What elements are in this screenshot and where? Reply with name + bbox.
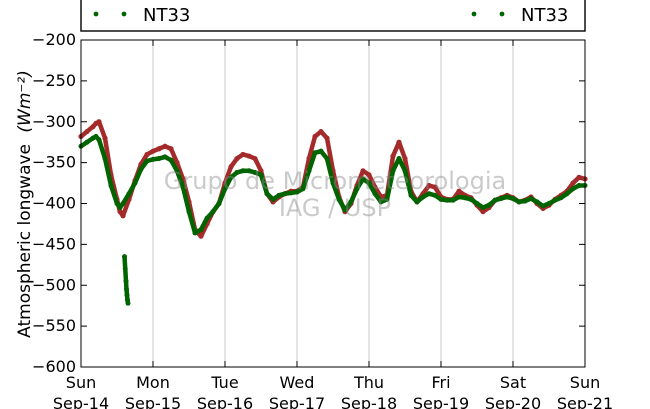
- x-tick-label-date: Sep-15: [125, 394, 181, 409]
- series-2: [78, 133, 588, 306]
- series-trace: [174, 168, 186, 190]
- x-tick-label-day: Tue: [210, 373, 238, 392]
- watermark-line-2: IAG / USP: [279, 194, 391, 222]
- y-tick-label: −500: [32, 275, 76, 294]
- y-tick-label: −200: [32, 30, 76, 49]
- series-trace: [396, 156, 408, 174]
- y-tick-label: −350: [32, 153, 76, 172]
- series-trace: [96, 137, 108, 161]
- grid-lines: [152, 40, 514, 367]
- series-trace: [132, 166, 144, 186]
- series-trace: [366, 172, 378, 190]
- legend-marker: [121, 11, 127, 17]
- x-tick-label-date: Sep-21: [557, 394, 613, 409]
- y-tick-label: −450: [32, 234, 76, 253]
- series-trace: [102, 156, 114, 188]
- series-trace: [222, 164, 234, 186]
- x-tick-label-day: Sat: [500, 373, 526, 392]
- x-tick-label-date: Sep-16: [197, 394, 253, 409]
- series-trace: [384, 168, 396, 202]
- y-tick-label: −250: [32, 71, 76, 90]
- series-trace: [180, 184, 192, 214]
- y-tick-label: −300: [32, 112, 76, 131]
- axes: Sun Sep-14 Mon Sep-15 Tue Sep-16 Wed Sep-17 Thu S…: [32, 30, 613, 409]
- series-trace: [258, 172, 270, 196]
- series-trace: [306, 150, 318, 174]
- legend-entry-2[interactable]: NT33: [471, 5, 569, 26]
- series-trace: [252, 156, 264, 174]
- series-trace: [396, 139, 408, 161]
- y-tick-label: −400: [32, 194, 76, 213]
- y-tick-label: −600: [32, 357, 76, 376]
- x-tick-label-day: Sun: [570, 373, 600, 392]
- series-trace: [198, 221, 210, 239]
- x-tick-label-day: Thu: [353, 373, 384, 392]
- x-tick-label-day: Wed: [280, 373, 315, 392]
- y-axis-label-text: Atmospheric longwave: [15, 144, 35, 338]
- series-trace: [125, 297, 131, 306]
- legend-label-1: NT33: [143, 5, 190, 26]
- series-trace: [324, 156, 336, 186]
- series-trace: [216, 186, 228, 206]
- series-trace: [120, 197, 132, 219]
- x-tick-label-date: Sep-14: [53, 394, 109, 409]
- x-tick-label-date: Sep-20: [485, 394, 541, 409]
- legend-entry-1[interactable]: NT33: [93, 5, 191, 26]
- legend-marker: [93, 11, 99, 17]
- x-tick-label-date: Sep-17: [269, 394, 325, 409]
- series-trace: [306, 134, 318, 161]
- x-tick-label-day: Fri: [431, 373, 450, 392]
- series-trace: [402, 168, 414, 198]
- series-trace: [300, 168, 312, 192]
- series-trace: [348, 186, 360, 205]
- series-trace: [186, 209, 198, 236]
- legend-marker: [499, 11, 505, 17]
- series-trace: [108, 183, 120, 206]
- y-axis-unit: (Wm⁻²): [15, 70, 35, 132]
- series-trace: [102, 135, 114, 178]
- data-series: [78, 119, 588, 306]
- legend-marker: [471, 11, 477, 17]
- x-tick-label-date: Sep-19: [413, 394, 469, 409]
- x-tick-label-day: Sun: [66, 373, 96, 392]
- watermark: Grupo de Micrometeorologia IAG / USP: [164, 167, 506, 222]
- legend-label-2: NT33: [521, 5, 568, 26]
- y-tick-label: −550: [32, 316, 76, 335]
- series-trace: [96, 119, 108, 141]
- x-tick-label-day: Mon: [136, 373, 170, 392]
- series-trace: [174, 160, 186, 182]
- x-tick-label-date: Sep-18: [341, 394, 397, 409]
- series-trace: [324, 135, 336, 174]
- series-trace: [576, 175, 588, 182]
- series-trace: [168, 146, 180, 165]
- series-trace: [330, 180, 342, 202]
- y-axis-label: Atmospheric longwave (Wm⁻²): [15, 70, 35, 338]
- watermark-line-1: Grupo de Micrometeorologia: [164, 167, 506, 195]
